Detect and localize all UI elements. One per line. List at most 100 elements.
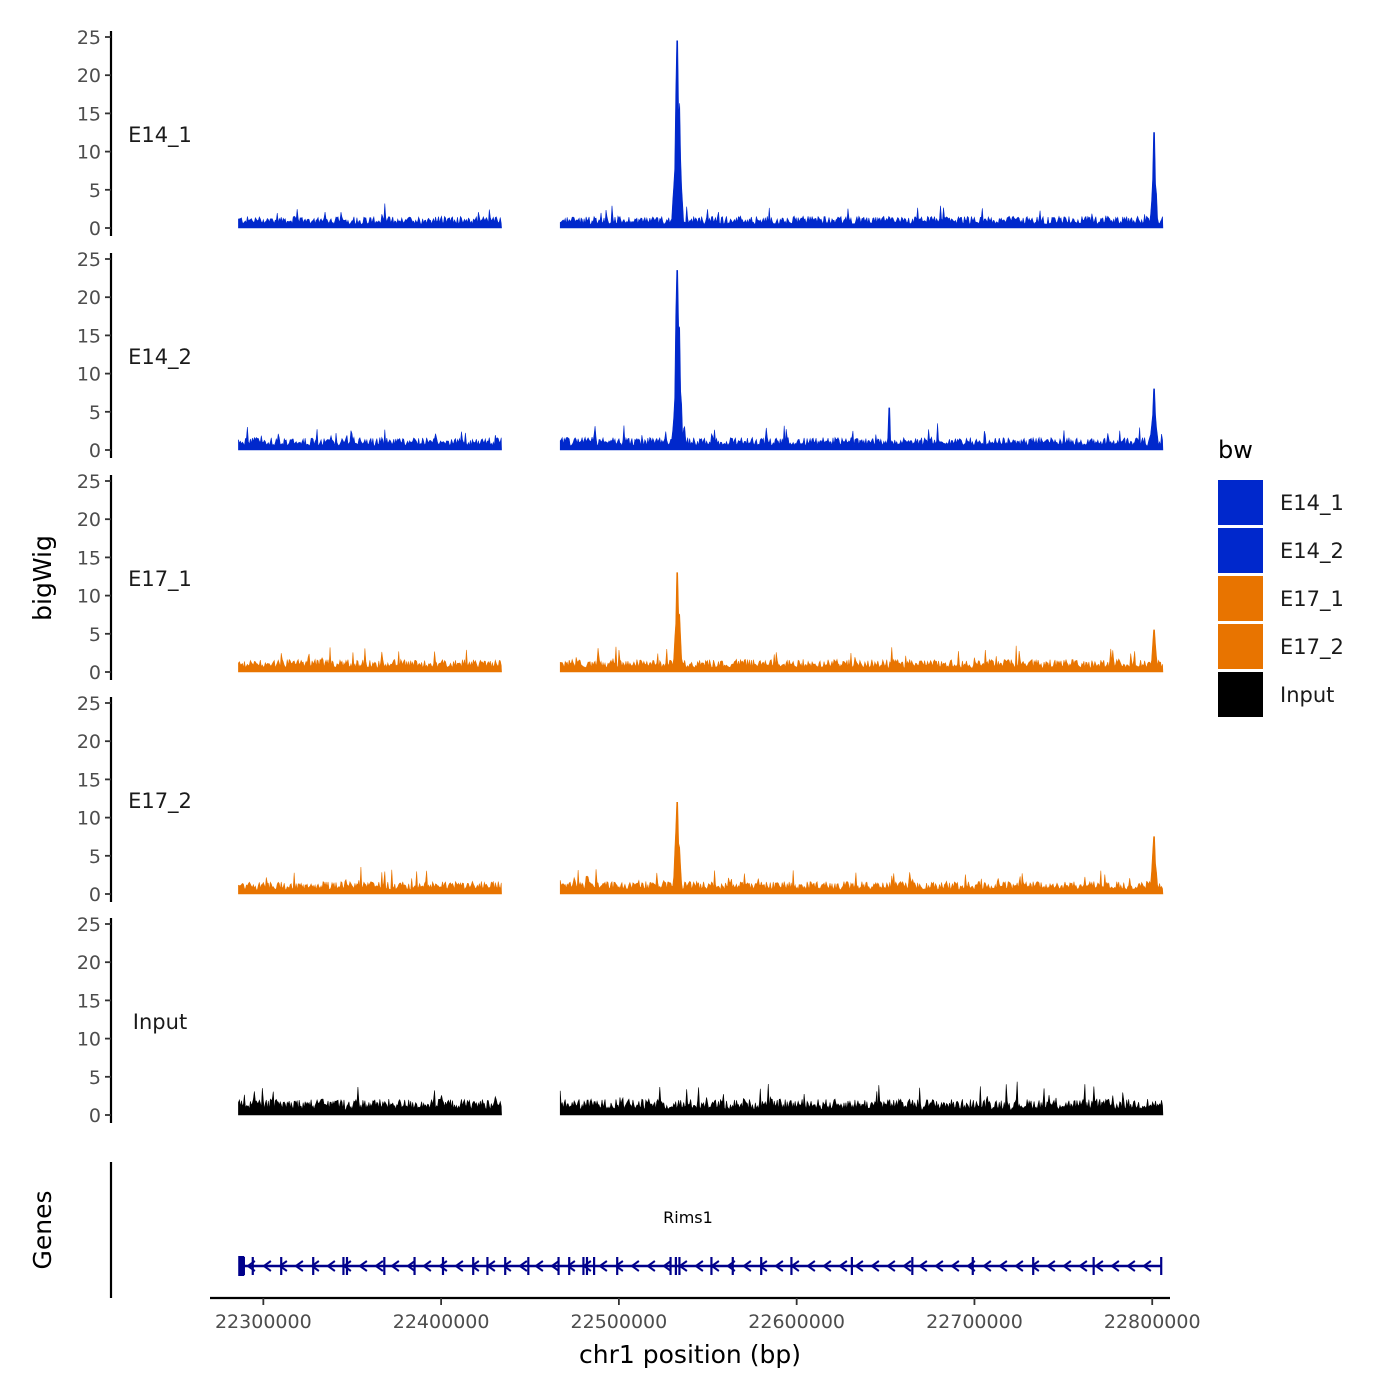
- exon-mark: [504, 1257, 507, 1275]
- strand-arrow: [310, 1260, 320, 1272]
- y-tick-label-E17_2-15: 15: [77, 769, 101, 791]
- x-tick-label-22400000: 22400000: [393, 1311, 490, 1333]
- exon-mark: [911, 1257, 914, 1275]
- strand-arrow: [262, 1260, 272, 1272]
- strand-arrow: [598, 1260, 608, 1272]
- strand-arrow: [294, 1260, 304, 1272]
- exon-mark: [383, 1257, 386, 1275]
- y-tick-label-E14_1-20: 20: [77, 65, 101, 87]
- y-tick-label-E14_2-5: 5: [89, 402, 101, 424]
- strand-arrow: [774, 1260, 784, 1272]
- strand-arrow: [838, 1260, 848, 1272]
- strand-arrow: [998, 1260, 1008, 1272]
- signal-E17_2-segment-2: [559, 802, 1164, 895]
- legend-label-Input: Input: [1280, 683, 1334, 707]
- strand-arrow: [662, 1260, 672, 1272]
- legend-swatch-E17_2: [1218, 624, 1263, 669]
- track-label-E17_1: E17_1: [128, 567, 192, 592]
- strand-arrow: [1142, 1260, 1152, 1272]
- y-tick-label-E17_2-10: 10: [77, 808, 101, 830]
- legend-swatch-E14_2: [1218, 528, 1263, 573]
- strand-arrow: [950, 1260, 960, 1272]
- signal-E17_1-segment-1: [238, 647, 502, 673]
- strand-arrow: [902, 1260, 912, 1272]
- signal-tracks: 0 5 10 15 20 25 E14_1 0 5 10 15 20 25 E14_2 0 5 10 15 20 25…: [77, 27, 1164, 1127]
- gene-model-rims1: [238, 1256, 1163, 1276]
- x-axis: 22300000 22400000 22500000 22600000 22700000…: [210, 1296, 1201, 1369]
- exon-mark: [441, 1257, 445, 1275]
- strand-arrow: [1062, 1260, 1072, 1272]
- track-E17_2: 0 5 10 15 20 25 E17_2: [77, 693, 1164, 906]
- strand-arrow: [550, 1260, 560, 1272]
- track-E14_2: 0 5 10 15 20 25 E14_2: [77, 249, 1164, 462]
- y-tick-label-E17_2-5: 5: [89, 846, 101, 868]
- y-axis-title-group: bigWig Genes: [28, 535, 57, 1269]
- strand-arrow: [694, 1260, 704, 1272]
- x-tick-label-22500000: 22500000: [571, 1311, 668, 1333]
- gene-name-label: Rims1: [663, 1208, 713, 1227]
- exon-mark: [616, 1257, 619, 1275]
- x-axis-ticks: 22300000 22400000 22500000 22600000 22700000…: [215, 1298, 1201, 1333]
- y-tick-label-Input-0: 0: [89, 1105, 101, 1127]
- exon-mark: [731, 1257, 734, 1275]
- exon-mark: [472, 1257, 475, 1275]
- strand-arrow: [854, 1260, 864, 1272]
- exon-mark: [413, 1257, 416, 1275]
- track-label-E14_2: E14_2: [128, 345, 192, 370]
- strand-arrow: [934, 1260, 944, 1272]
- legend-label-E17_1: E17_1: [1280, 587, 1344, 612]
- track-Input: 0 5 10 15 20 25 Input: [77, 914, 1164, 1127]
- exon-mark: [280, 1257, 283, 1275]
- exon-mark: [1092, 1257, 1095, 1275]
- y-tick-label-E14_1-25: 25: [77, 27, 101, 49]
- y-tick-label-E17_2-0: 0: [89, 884, 101, 906]
- exon-mark: [593, 1257, 596, 1275]
- y-tick-label-E17_1-25: 25: [77, 471, 101, 493]
- exon-mark: [760, 1257, 763, 1275]
- exon-mark: [582, 1257, 585, 1275]
- exon-mark: [669, 1257, 672, 1275]
- exon-mark: [312, 1257, 315, 1275]
- strand-arrow: [742, 1260, 752, 1272]
- strand-arrow: [566, 1260, 576, 1272]
- exon-mark: [557, 1257, 560, 1275]
- legend: bw E14_1 E14_2 E17_1 E17_2 Input: [1218, 436, 1344, 717]
- signal-Input-segment-2: [559, 1081, 1164, 1116]
- strand-arrow: [1030, 1260, 1040, 1272]
- gene-track: Rims1: [109, 1162, 1163, 1298]
- x-tick-label-22700000: 22700000: [926, 1311, 1023, 1333]
- strand-arrow: [358, 1260, 368, 1272]
- signal-Input-segment-1: [238, 1087, 502, 1116]
- strand-arrow: [438, 1260, 448, 1272]
- signal-E14_1-segment-2: [559, 40, 1164, 229]
- strand-arrow: [886, 1260, 896, 1272]
- exon-mark: [486, 1257, 489, 1275]
- y-tick-label-E17_1-20: 20: [77, 509, 101, 531]
- y-tick-label-E17_1-5: 5: [89, 624, 101, 646]
- strand-arrow: [470, 1260, 480, 1272]
- signal-E17_2-segment-1: [238, 866, 502, 895]
- legend-label-E17_2: E17_2: [1280, 635, 1344, 660]
- x-axis-title: chr1 position (bp): [579, 1340, 801, 1369]
- signal-E17_1-segment-2: [559, 572, 1164, 673]
- y-tick-label-E14_1-5: 5: [89, 180, 101, 202]
- legend-label-E14_1: E14_1: [1280, 491, 1344, 516]
- exon-mark: [342, 1257, 345, 1275]
- exon-mark: [710, 1257, 713, 1275]
- strand-arrow: [806, 1260, 816, 1272]
- strand-arrow: [1014, 1260, 1024, 1272]
- y-tick-label-E14_2-25: 25: [77, 249, 101, 271]
- legend-swatch-E14_1: [1218, 480, 1263, 525]
- exon-mark: [1160, 1257, 1163, 1275]
- legend-items: E14_1 E14_2 E17_1 E17_2 Input: [1218, 480, 1344, 717]
- track-E14_1: 0 5 10 15 20 25 E14_1: [77, 27, 1164, 240]
- y-tick-label-E14_1-15: 15: [77, 103, 101, 125]
- y-tick-label-E14_1-10: 10: [77, 142, 101, 164]
- legend-label-E14_2: E14_2: [1280, 539, 1344, 564]
- signal-E14_2-segment-2: [559, 270, 1164, 451]
- y-tick-label-Input-10: 10: [77, 1029, 101, 1051]
- exon-mark: [527, 1257, 530, 1275]
- strand-arrow: [278, 1260, 288, 1272]
- exon-mark: [674, 1257, 677, 1275]
